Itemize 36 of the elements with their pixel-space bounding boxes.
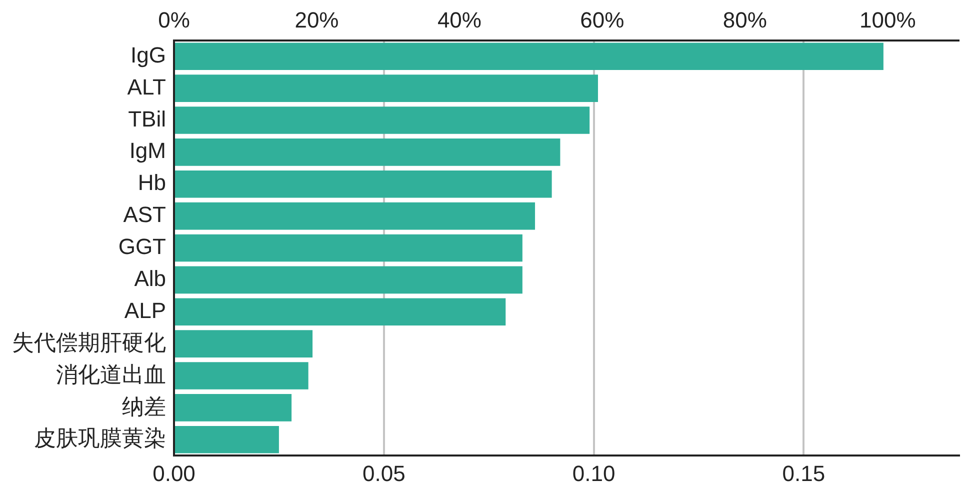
y-tick-label: ALP [124, 298, 166, 323]
x-tick-label: 0.05 [362, 460, 406, 486]
y-tick-label: ALT [127, 74, 166, 100]
bar [175, 170, 552, 198]
x-tick-label: 0.00 [152, 460, 196, 486]
x2-tick-label: 20% [294, 7, 339, 32]
x2-tick-label: 0% [158, 7, 190, 32]
y-tick-label: GGT [118, 234, 166, 260]
bar [175, 394, 292, 422]
bar [175, 74, 598, 102]
bar [175, 426, 279, 454]
x2-tick-label: 100% [859, 7, 916, 32]
y-tick-label: 失代偿期肝硬化 [12, 330, 166, 355]
bar [175, 202, 536, 230]
y-tick-label: 皮肤巩膜黄染 [34, 426, 166, 451]
bar [175, 42, 884, 70]
x-tick-label: 0.10 [572, 460, 616, 486]
y-tick-label: Alb [134, 266, 166, 291]
y-tick-label: AST [123, 202, 166, 228]
bar [175, 266, 522, 294]
bar [175, 138, 560, 166]
x2-tick-label: 60% [580, 7, 624, 32]
bar [175, 298, 506, 326]
y-tick-label: Hb [138, 170, 166, 196]
x-tick-label: 0.15 [782, 460, 826, 486]
bar [175, 106, 590, 134]
x2-tick-label: 40% [437, 7, 482, 32]
y-tick-label: TBil [128, 106, 166, 132]
y-tick-label: 纳差 [122, 394, 166, 419]
y-tick-label: IgG [130, 42, 166, 68]
y-tick-label: 消化道出血 [56, 362, 166, 387]
bar [175, 234, 522, 262]
bar [175, 362, 308, 390]
x2-tick-label: 80% [722, 7, 767, 32]
bar [175, 330, 313, 358]
y-tick-label: IgM [129, 138, 166, 164]
